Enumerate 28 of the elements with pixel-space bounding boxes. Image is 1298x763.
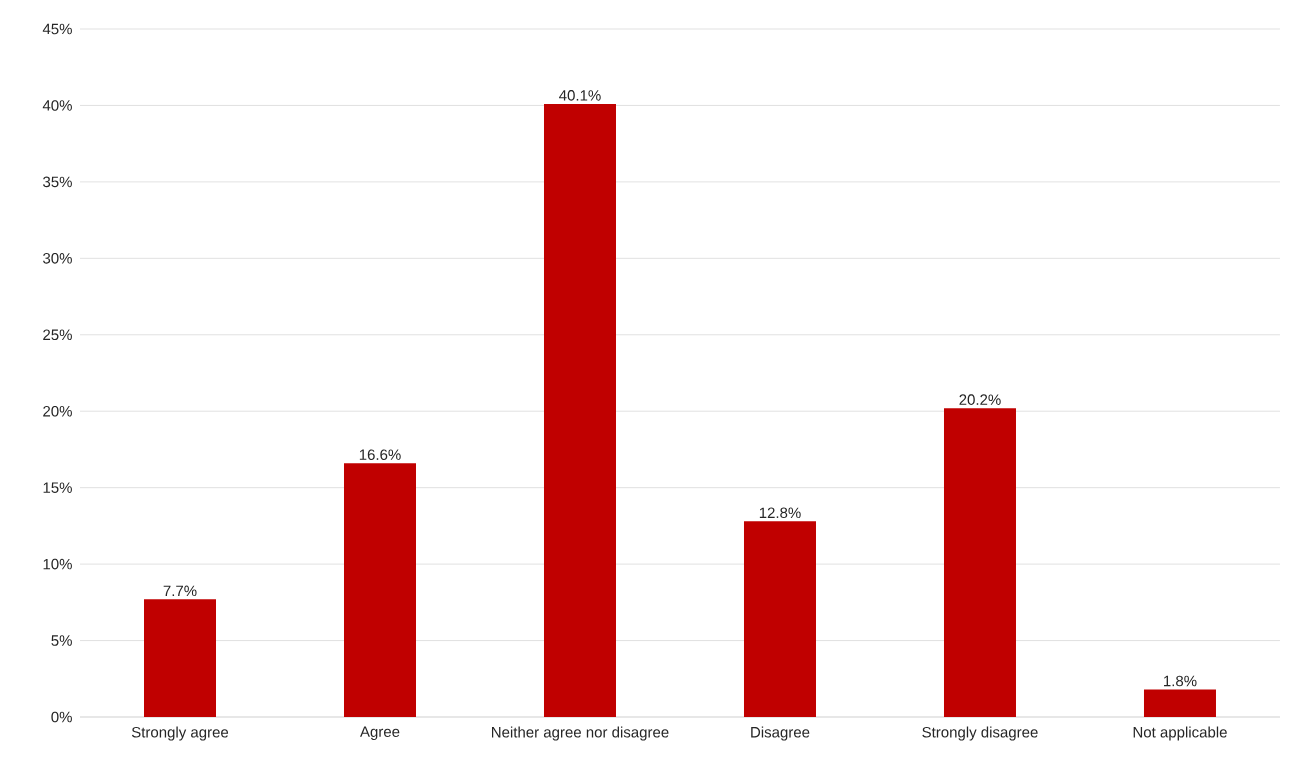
y-tick-label: 0% — [51, 711, 72, 723]
x-tick-label: Disagree — [751, 726, 810, 741]
x-tick-label: Agree — [360, 726, 400, 740]
data-label: 20.2% — [959, 394, 1001, 405]
y-tick-label: 15% — [43, 482, 72, 493]
x-tick-label: Not applicable — [1133, 726, 1227, 741]
y-tick-label: 10% — [43, 558, 72, 570]
bar — [543, 103, 616, 717]
bar — [1143, 689, 1216, 717]
bar — [344, 463, 416, 717]
data-label: 7.7% — [163, 585, 197, 597]
y-tick-label: 30% — [43, 253, 72, 264]
bar — [943, 408, 1016, 717]
data-label: 1.8% — [1164, 675, 1197, 687]
x-tick-label: Neither agree nor disagree — [492, 726, 669, 741]
data-label: 16.6% — [359, 449, 401, 460]
y-tick-label: 40% — [42, 100, 72, 111]
y-tick-label: 35% — [43, 176, 72, 188]
y-tick-label: 45% — [42, 23, 72, 35]
y-tick-label: 20% — [43, 405, 72, 417]
y-tick-label: 5% — [51, 635, 72, 646]
y-tick-label: 25% — [43, 329, 72, 341]
data-label: 40.1% — [559, 90, 601, 101]
bar — [144, 599, 216, 717]
x-tick-label: Strongly agree — [131, 726, 229, 741]
x-tick-label: Strongly disagree — [922, 726, 1038, 741]
bar — [743, 521, 816, 717]
data-label: 12.8% — [759, 507, 801, 519]
